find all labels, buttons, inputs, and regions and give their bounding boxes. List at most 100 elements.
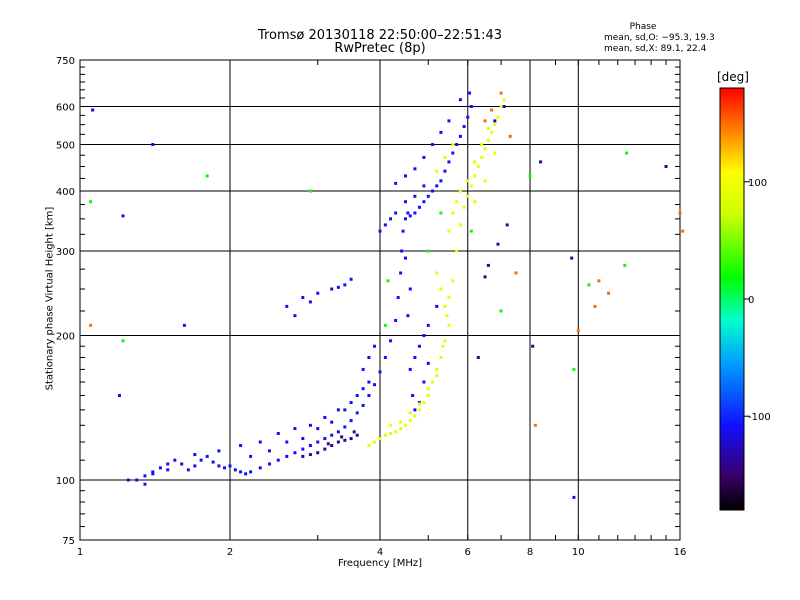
data-point [502, 105, 506, 109]
data-point [326, 442, 330, 446]
data-point [258, 466, 262, 470]
data-point [330, 433, 334, 437]
data-point [411, 394, 415, 398]
x-tick-label: 10 [572, 547, 585, 558]
data-point [343, 283, 347, 287]
data-point [389, 423, 393, 427]
data-point [413, 414, 417, 418]
data-point [330, 287, 334, 291]
data-point [352, 430, 356, 434]
data-point [361, 367, 365, 371]
data-point [383, 323, 387, 327]
data-point [378, 229, 382, 233]
data-point [486, 126, 490, 130]
data-point [422, 200, 426, 204]
data-point [373, 344, 377, 348]
x-tick-label: 4 [377, 547, 383, 558]
data-point [373, 383, 377, 387]
data-point [528, 174, 532, 178]
data-point [400, 249, 404, 253]
data-point [336, 440, 340, 444]
data-point [158, 466, 162, 470]
y-tick-label: 600 [56, 103, 75, 114]
data-point [422, 334, 426, 338]
data-point [462, 125, 466, 129]
data-point [151, 472, 155, 476]
data-point [413, 194, 417, 198]
data-point [499, 91, 503, 95]
stats-title: Phase [629, 22, 657, 32]
data-point [323, 437, 327, 441]
y-tick-label: 400 [56, 187, 75, 198]
data-point [468, 91, 472, 95]
data-point [413, 167, 417, 171]
data-point [408, 419, 412, 423]
data-point [408, 411, 412, 415]
data-point [499, 309, 503, 313]
data-point [576, 328, 580, 332]
data-point [483, 275, 487, 279]
data-point [91, 108, 95, 112]
data-point [607, 291, 611, 295]
data-point [435, 184, 439, 188]
data-point [408, 214, 412, 218]
grid-lines [80, 60, 680, 540]
data-point [121, 214, 125, 218]
data-point [349, 277, 353, 281]
data-point [447, 296, 451, 300]
data-point [383, 433, 387, 437]
data-point [267, 449, 271, 453]
y-tick-label: 500 [56, 141, 75, 152]
data-point [455, 200, 459, 204]
data-point [447, 229, 451, 233]
data-point [217, 464, 221, 468]
data-point [458, 134, 462, 138]
data-point [443, 169, 447, 173]
data-point [678, 211, 682, 215]
data-point [458, 189, 462, 193]
data-point [276, 432, 280, 436]
y-tick-label: 200 [56, 332, 75, 343]
data-point [383, 355, 387, 359]
data-point [625, 151, 629, 155]
data-point [451, 151, 455, 155]
data-point [323, 415, 327, 419]
data-point [469, 229, 473, 233]
data-point [490, 108, 494, 112]
data-point [343, 425, 347, 429]
data-point [435, 374, 439, 378]
data-point [443, 339, 447, 343]
data-point [451, 143, 455, 147]
data-point [514, 271, 518, 275]
data-point [308, 189, 312, 193]
data-point [173, 458, 177, 462]
data-point [316, 291, 320, 295]
data-point [483, 179, 487, 183]
data-point [180, 462, 184, 466]
data-point [480, 155, 484, 159]
data-point [394, 430, 398, 434]
data-point [505, 223, 509, 227]
data-point [199, 458, 203, 462]
data-point [293, 427, 297, 431]
data-point [258, 440, 262, 444]
data-point [193, 453, 197, 457]
data-point [447, 160, 451, 164]
data-point [426, 394, 430, 398]
data-point [483, 119, 487, 123]
data-point [417, 408, 421, 412]
x-tick-label: 6 [465, 547, 471, 558]
data-point [349, 401, 353, 405]
data-point [121, 339, 125, 343]
y-tick-label: 100 [56, 476, 75, 487]
data-point [403, 256, 407, 260]
data-point [186, 468, 190, 472]
data-point [413, 355, 417, 359]
y-tick-label: 750 [56, 56, 75, 67]
data-point [431, 380, 435, 384]
data-point [330, 444, 334, 448]
data-point [308, 423, 312, 427]
data-point [361, 387, 365, 391]
data-points [89, 91, 685, 499]
data-point [239, 470, 243, 474]
